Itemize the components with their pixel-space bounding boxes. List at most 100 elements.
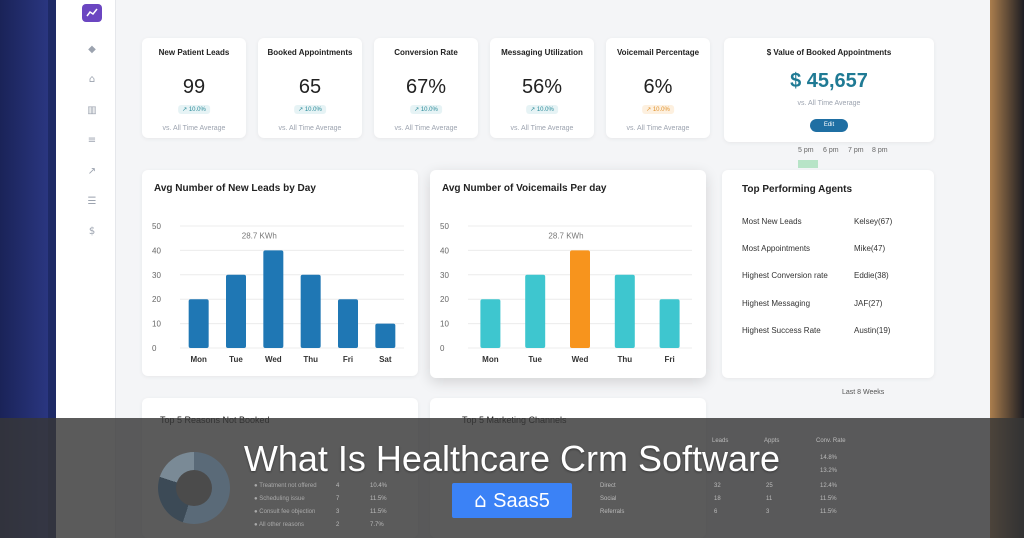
reason-count: 4 [336, 483, 340, 489]
booked-value-footnote: vs. All Time Average [797, 100, 861, 107]
chart-title: Avg Number of New Leads by Day [154, 183, 316, 194]
reason-label: Consult fee objection [259, 509, 316, 515]
tag-icon: ⌂ [474, 488, 494, 512]
trend-badge: ↗ 10.0% [410, 105, 442, 114]
y-tick-label: 40 [440, 246, 449, 255]
trend-badge-value: 10.0% [652, 107, 670, 113]
agent-metric-value: Eddie(38) [854, 271, 889, 280]
stat-card-conversion-rate: Conversion Rate 67% ↗ 10.0% vs. All Time… [374, 38, 478, 138]
y-tick-label: 0 [440, 344, 445, 353]
x-tick-label: Tue [229, 355, 243, 364]
list-icon[interactable]: ≡ [87, 135, 97, 146]
y-tick-label: 20 [152, 295, 161, 304]
channel-appts: 11 [766, 496, 773, 502]
trend-badge-value: 10.0% [420, 107, 438, 113]
y-tick-label: 10 [152, 320, 161, 329]
agent-metric-label: Highest Conversion rate [742, 271, 828, 280]
chart-annotation: 28.7 KWh [548, 231, 583, 240]
agent-metric-label: Highest Success Rate [742, 326, 821, 335]
chart-title: Avg Number of Voicemails Per day [442, 183, 607, 194]
trend-badge: ↗ 10.0% [294, 105, 326, 114]
channels-rate-top: 14.8% 13.2% [820, 452, 837, 478]
menu-icon[interactable]: ☰ [87, 196, 97, 207]
chart-annotation: 28.7 KWh [242, 231, 277, 240]
brand-button[interactable]: ⌂ Saas5 [452, 483, 572, 518]
agents-title: Top Performing Agents [742, 184, 852, 195]
channel-label: Social [600, 496, 617, 502]
bar [338, 299, 358, 348]
layers-icon[interactable]: ◆ [88, 44, 96, 55]
channel-rate: 12.4% [820, 483, 838, 489]
trend-up-icon: ↗ [414, 107, 421, 113]
chart-logo-icon[interactable] [82, 4, 102, 22]
agent-metric-label: Most New Leads [742, 217, 802, 226]
channel-leads: 32 [714, 483, 721, 489]
dollar-icon[interactable]: $ [88, 226, 96, 237]
y-tick-label: 30 [440, 271, 449, 280]
stat-footnote: vs. All Time Average [510, 125, 574, 132]
stat-value: 6% [643, 76, 673, 98]
trend-up-icon: ↗ [182, 107, 189, 113]
x-tick-label: Mon [190, 355, 207, 364]
list-item: ● All other reasons [254, 522, 304, 528]
channels-header-appts: Appts [764, 438, 780, 444]
channel-leads: 6 [714, 509, 718, 515]
stat-value: 67% [405, 76, 447, 98]
top-agents-card: Top Performing Agents Most New Leads Kel… [722, 170, 934, 378]
home-icon[interactable]: ⌂ [88, 74, 96, 85]
trend-badge: ↗ 10.0% [526, 105, 558, 114]
agent-metric-value: Kelsey(67) [854, 217, 893, 226]
channels-appts-column: 25 11 3 [766, 480, 773, 519]
stat-footnote: vs. All Time Average [626, 125, 690, 132]
bar [226, 274, 246, 348]
list-item: ● Consult fee objection [254, 509, 316, 515]
stat-footnote: vs. All Time Average [162, 125, 226, 132]
trend-badge-value: 10.0% [188, 107, 206, 113]
bar [614, 274, 635, 348]
x-tick-label: Fri [343, 355, 353, 364]
edit-button[interactable]: Edit [810, 119, 848, 132]
channel-rate: 14.8% [820, 455, 838, 461]
reasons-pct-column: 10.4% 11.5% 11.5% 7.7% [370, 480, 387, 532]
x-tick-label: Fri [664, 355, 674, 364]
x-tick-label: Sat [379, 355, 392, 364]
trend-icon[interactable]: ↗ [87, 166, 97, 177]
trend-up-icon: ↗ [530, 107, 537, 113]
channels-rate-column: 12.4% 11.5% 11.5% [820, 480, 837, 519]
stat-card-booked-appointments: Booked Appointments 65 ↗ 10.0% vs. All T… [258, 38, 362, 138]
stat-title: Voicemail Percentage [616, 48, 700, 57]
time-label: 7 pm [848, 147, 864, 154]
x-tick-label: Tue [528, 355, 542, 364]
brand-label: Saas5 [493, 490, 550, 512]
voicemails-per-day-chart-card: Avg Number of Voicemails Per day 0 10 20 30… [430, 170, 706, 378]
bar-chart-icon[interactable]: ▥ [87, 105, 97, 116]
stat-value: 56% [521, 76, 563, 98]
y-tick-label: 30 [152, 271, 161, 280]
bar [300, 274, 321, 348]
reason-count: 7 [336, 496, 340, 502]
x-tick-label: Wed [572, 355, 589, 364]
heatmap-cell [798, 160, 818, 168]
agent-metric-value: Mike(47) [854, 244, 886, 253]
channel-rate: 11.5% [820, 509, 837, 515]
booked-value-card: $ Value of Booked Appointments $ 45,657 … [724, 38, 934, 142]
x-tick-label: Mon [482, 355, 499, 364]
stat-title: Booked Appointments [267, 48, 353, 57]
trend-badge: ↗ 10.0% [178, 105, 210, 114]
time-label: 6 pm [823, 147, 839, 154]
bar [263, 250, 284, 348]
trend-badge-value: 10.0% [304, 107, 322, 113]
agent-metric-label: Most Appointments [742, 244, 811, 253]
leads-by-day-chart: 0 10 20 30 40 50 Mon Tue Wed Thu Fri Sat 28.7 KWh [152, 222, 404, 364]
reason-count: 2 [336, 522, 340, 528]
reason-pct: 11.5% [370, 496, 387, 502]
booked-value-amount: $ 45,657 [790, 70, 868, 92]
reason-label: Scheduling issue [259, 496, 305, 502]
y-tick-label: 20 [440, 295, 449, 304]
channel-rate: 11.5% [820, 496, 837, 502]
reason-label: Treatment not offered [259, 483, 317, 489]
stat-footnote: vs. All Time Average [394, 125, 458, 132]
stat-value: 99 [182, 76, 206, 98]
trend-up-icon: ↗ [646, 107, 653, 113]
x-tick-label: Wed [265, 355, 282, 364]
